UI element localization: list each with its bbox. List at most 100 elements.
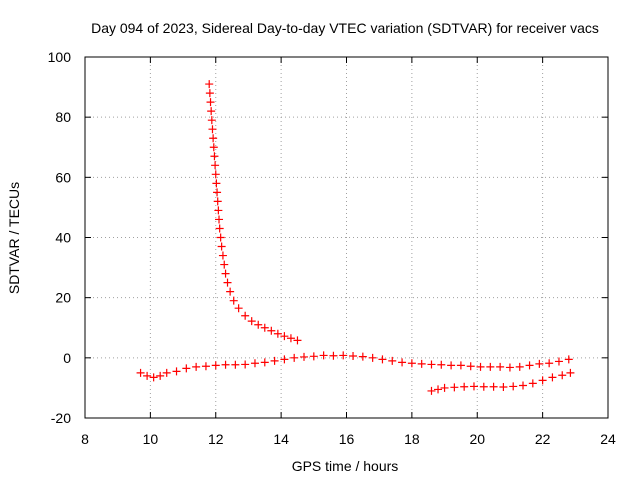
data-point	[525, 361, 534, 370]
data-point	[566, 368, 575, 377]
series-descending-arc	[205, 80, 302, 345]
x-tick-label: 10	[143, 431, 159, 447]
data-point	[182, 364, 191, 373]
data-point	[201, 362, 210, 371]
data-point	[528, 379, 537, 388]
data-point	[280, 332, 289, 341]
data-point	[172, 367, 181, 376]
data-point	[213, 197, 222, 206]
data-point	[234, 304, 243, 313]
data-point	[273, 329, 282, 338]
data-point	[223, 278, 232, 287]
data-point	[515, 362, 524, 371]
data-point	[229, 296, 238, 305]
data-point	[209, 134, 218, 143]
x-tick-label: 12	[208, 431, 224, 447]
data-point	[440, 383, 449, 392]
data-point	[456, 361, 465, 370]
data-point	[247, 317, 256, 326]
x-tick-label: 18	[404, 431, 420, 447]
data-point	[545, 359, 554, 368]
data-point	[215, 215, 224, 224]
data-point	[207, 107, 216, 116]
data-point	[267, 326, 276, 335]
x-tick-label: 22	[535, 431, 551, 447]
y-tick-label: 20	[55, 290, 71, 306]
data-point	[486, 362, 495, 371]
data-point	[479, 382, 488, 391]
data-point	[286, 334, 295, 343]
data-point	[437, 360, 446, 369]
data-point	[496, 362, 505, 371]
data-point	[548, 373, 557, 382]
data-point	[558, 371, 567, 380]
data-point	[136, 368, 145, 377]
data-point	[162, 368, 171, 377]
x-tick-label: 24	[600, 431, 616, 447]
data-point	[211, 161, 220, 170]
data-point	[349, 352, 358, 361]
data-point	[156, 371, 165, 380]
y-tick-label: 40	[55, 230, 71, 246]
series-main-band	[136, 351, 573, 382]
data-point	[505, 363, 514, 372]
data-point	[206, 98, 215, 107]
data-point	[469, 382, 478, 391]
data-point	[215, 224, 224, 233]
data-point	[535, 359, 544, 368]
grid	[85, 57, 608, 418]
x-tick-label: 8	[81, 431, 89, 447]
data-point	[388, 356, 397, 365]
data-point	[538, 376, 547, 385]
data-point	[309, 352, 318, 361]
x-tick-label: 16	[339, 431, 355, 447]
x-axis-label: GPS time / hours	[292, 458, 399, 474]
data-point	[489, 382, 498, 391]
data-point	[434, 385, 443, 394]
y-axis-label: SDTVAR / TECUs	[6, 182, 22, 294]
data-point	[254, 320, 263, 329]
data-point	[213, 188, 222, 197]
series-lower-arc	[427, 368, 575, 395]
data-point	[218, 251, 227, 260]
x-tick-label: 14	[273, 431, 289, 447]
data-marks	[136, 80, 575, 395]
data-point	[427, 386, 436, 395]
data-point	[241, 311, 250, 320]
data-point	[280, 355, 289, 364]
data-point	[214, 206, 223, 215]
data-point	[270, 356, 279, 365]
x-tick-label: 20	[469, 431, 485, 447]
data-point	[460, 382, 469, 391]
data-point	[221, 360, 230, 369]
data-point	[231, 360, 240, 369]
data-point	[329, 351, 338, 360]
data-point	[300, 352, 309, 361]
data-point	[319, 351, 328, 360]
data-point	[447, 361, 456, 370]
data-point	[509, 382, 518, 391]
data-point	[260, 358, 269, 367]
y-tick-label: 80	[55, 109, 71, 125]
data-point	[211, 361, 220, 370]
data-point	[554, 357, 563, 366]
axis-ticks: 8 10 12 14 16 18 20 22 24 -20 0 20 40 60 80 100	[48, 49, 616, 447]
y-tick-label: 60	[55, 169, 71, 185]
data-point	[398, 358, 407, 367]
y-tick-label: 100	[48, 49, 72, 65]
data-point	[149, 373, 158, 382]
data-point	[207, 116, 216, 125]
data-point	[476, 362, 485, 371]
data-point	[143, 371, 152, 380]
data-point	[208, 125, 217, 134]
data-point	[205, 89, 214, 98]
data-point	[450, 383, 459, 392]
data-point	[417, 359, 426, 368]
data-point	[241, 360, 250, 369]
data-point	[250, 359, 259, 368]
data-point	[519, 381, 528, 390]
data-point	[427, 360, 436, 369]
data-point	[220, 260, 229, 269]
data-point	[293, 336, 302, 345]
